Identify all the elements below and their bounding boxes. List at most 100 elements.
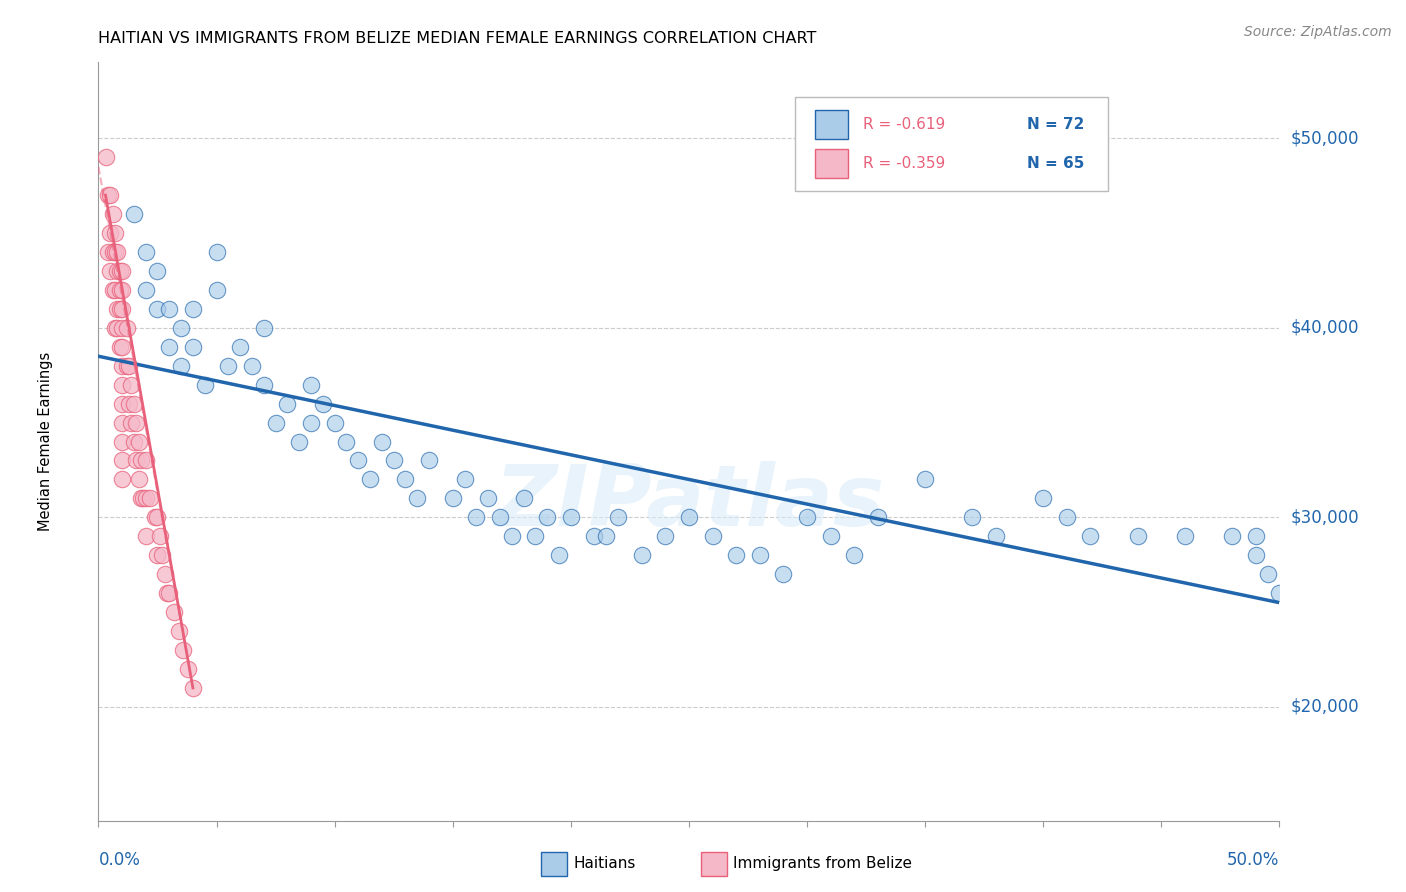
Text: $30,000: $30,000 [1291,508,1360,526]
Point [122,207,145,221]
Point [1126,529,1149,543]
Point [1174,529,1197,543]
Point [118,396,141,410]
Point [441,491,464,506]
Point [98,264,121,278]
Point [105,244,128,259]
Point [98,188,121,202]
Point [418,453,440,467]
Point [725,548,748,563]
Point [1032,491,1054,506]
Point [172,643,194,657]
Point [501,529,523,543]
Point [105,264,128,278]
Point [630,548,652,563]
Point [548,548,571,563]
Point [181,681,204,695]
Point [253,320,276,334]
Point [104,283,127,297]
Point [104,226,127,240]
Point [240,359,263,373]
Point [121,377,143,392]
Point [181,340,204,354]
Point [111,359,134,373]
Point [104,320,127,334]
Point [347,453,370,467]
Point [984,529,1007,543]
FancyBboxPatch shape [815,111,848,139]
Point [1220,529,1243,543]
Point [94,150,117,164]
Point [382,453,405,467]
Point [129,491,152,506]
Text: Median Female Earnings: Median Female Earnings [38,352,53,531]
Point [1080,529,1102,543]
Point [104,244,127,259]
Point [299,377,322,392]
Point [111,396,134,410]
Text: Source: ZipAtlas.com: Source: ZipAtlas.com [1244,25,1392,39]
Point [607,510,630,524]
Point [108,264,131,278]
Point [264,416,287,430]
Point [194,377,217,392]
Point [583,529,606,543]
Point [101,283,124,297]
Point [205,283,228,297]
Point [820,529,842,543]
Point [135,529,157,543]
Point [595,529,617,543]
Text: $20,000: $20,000 [1291,698,1360,716]
Point [406,491,429,506]
Point [962,510,984,524]
Point [97,188,120,202]
Text: R = -0.619: R = -0.619 [862,117,945,132]
Point [163,605,186,619]
Point [111,434,134,449]
Point [1056,510,1078,524]
Point [129,453,152,467]
Point [323,416,346,430]
Point [217,359,239,373]
Point [170,320,193,334]
Point [135,491,157,506]
Point [111,416,134,430]
Point [111,340,134,354]
Text: N = 72: N = 72 [1028,117,1084,132]
Point [111,473,134,487]
Point [156,586,179,600]
Point [146,301,169,316]
Point [118,359,141,373]
Point [125,453,148,467]
FancyBboxPatch shape [541,852,567,876]
Text: ZIPatlas: ZIPatlas [494,460,884,544]
Point [1257,567,1279,582]
Point [111,377,134,392]
Point [299,416,322,430]
Point [111,320,134,334]
Point [489,510,512,524]
Point [98,226,121,240]
Point [115,320,138,334]
Point [135,453,157,467]
FancyBboxPatch shape [815,149,848,178]
Point [157,586,180,600]
Point [105,320,128,334]
Point [536,510,558,524]
Point [108,301,131,316]
Point [170,359,193,373]
Point [108,340,131,354]
Point [748,548,770,563]
Point [122,434,145,449]
Text: HAITIAN VS IMMIGRANTS FROM BELIZE MEDIAN FEMALE EARNINGS CORRELATION CHART: HAITIAN VS IMMIGRANTS FROM BELIZE MEDIAN… [98,31,817,46]
Point [153,567,176,582]
Point [125,416,148,430]
Point [477,491,499,506]
Point [359,473,381,487]
Point [312,396,335,410]
Point [132,491,155,506]
Point [276,396,298,410]
Point [914,473,936,487]
Point [101,207,124,221]
Point [135,244,157,259]
